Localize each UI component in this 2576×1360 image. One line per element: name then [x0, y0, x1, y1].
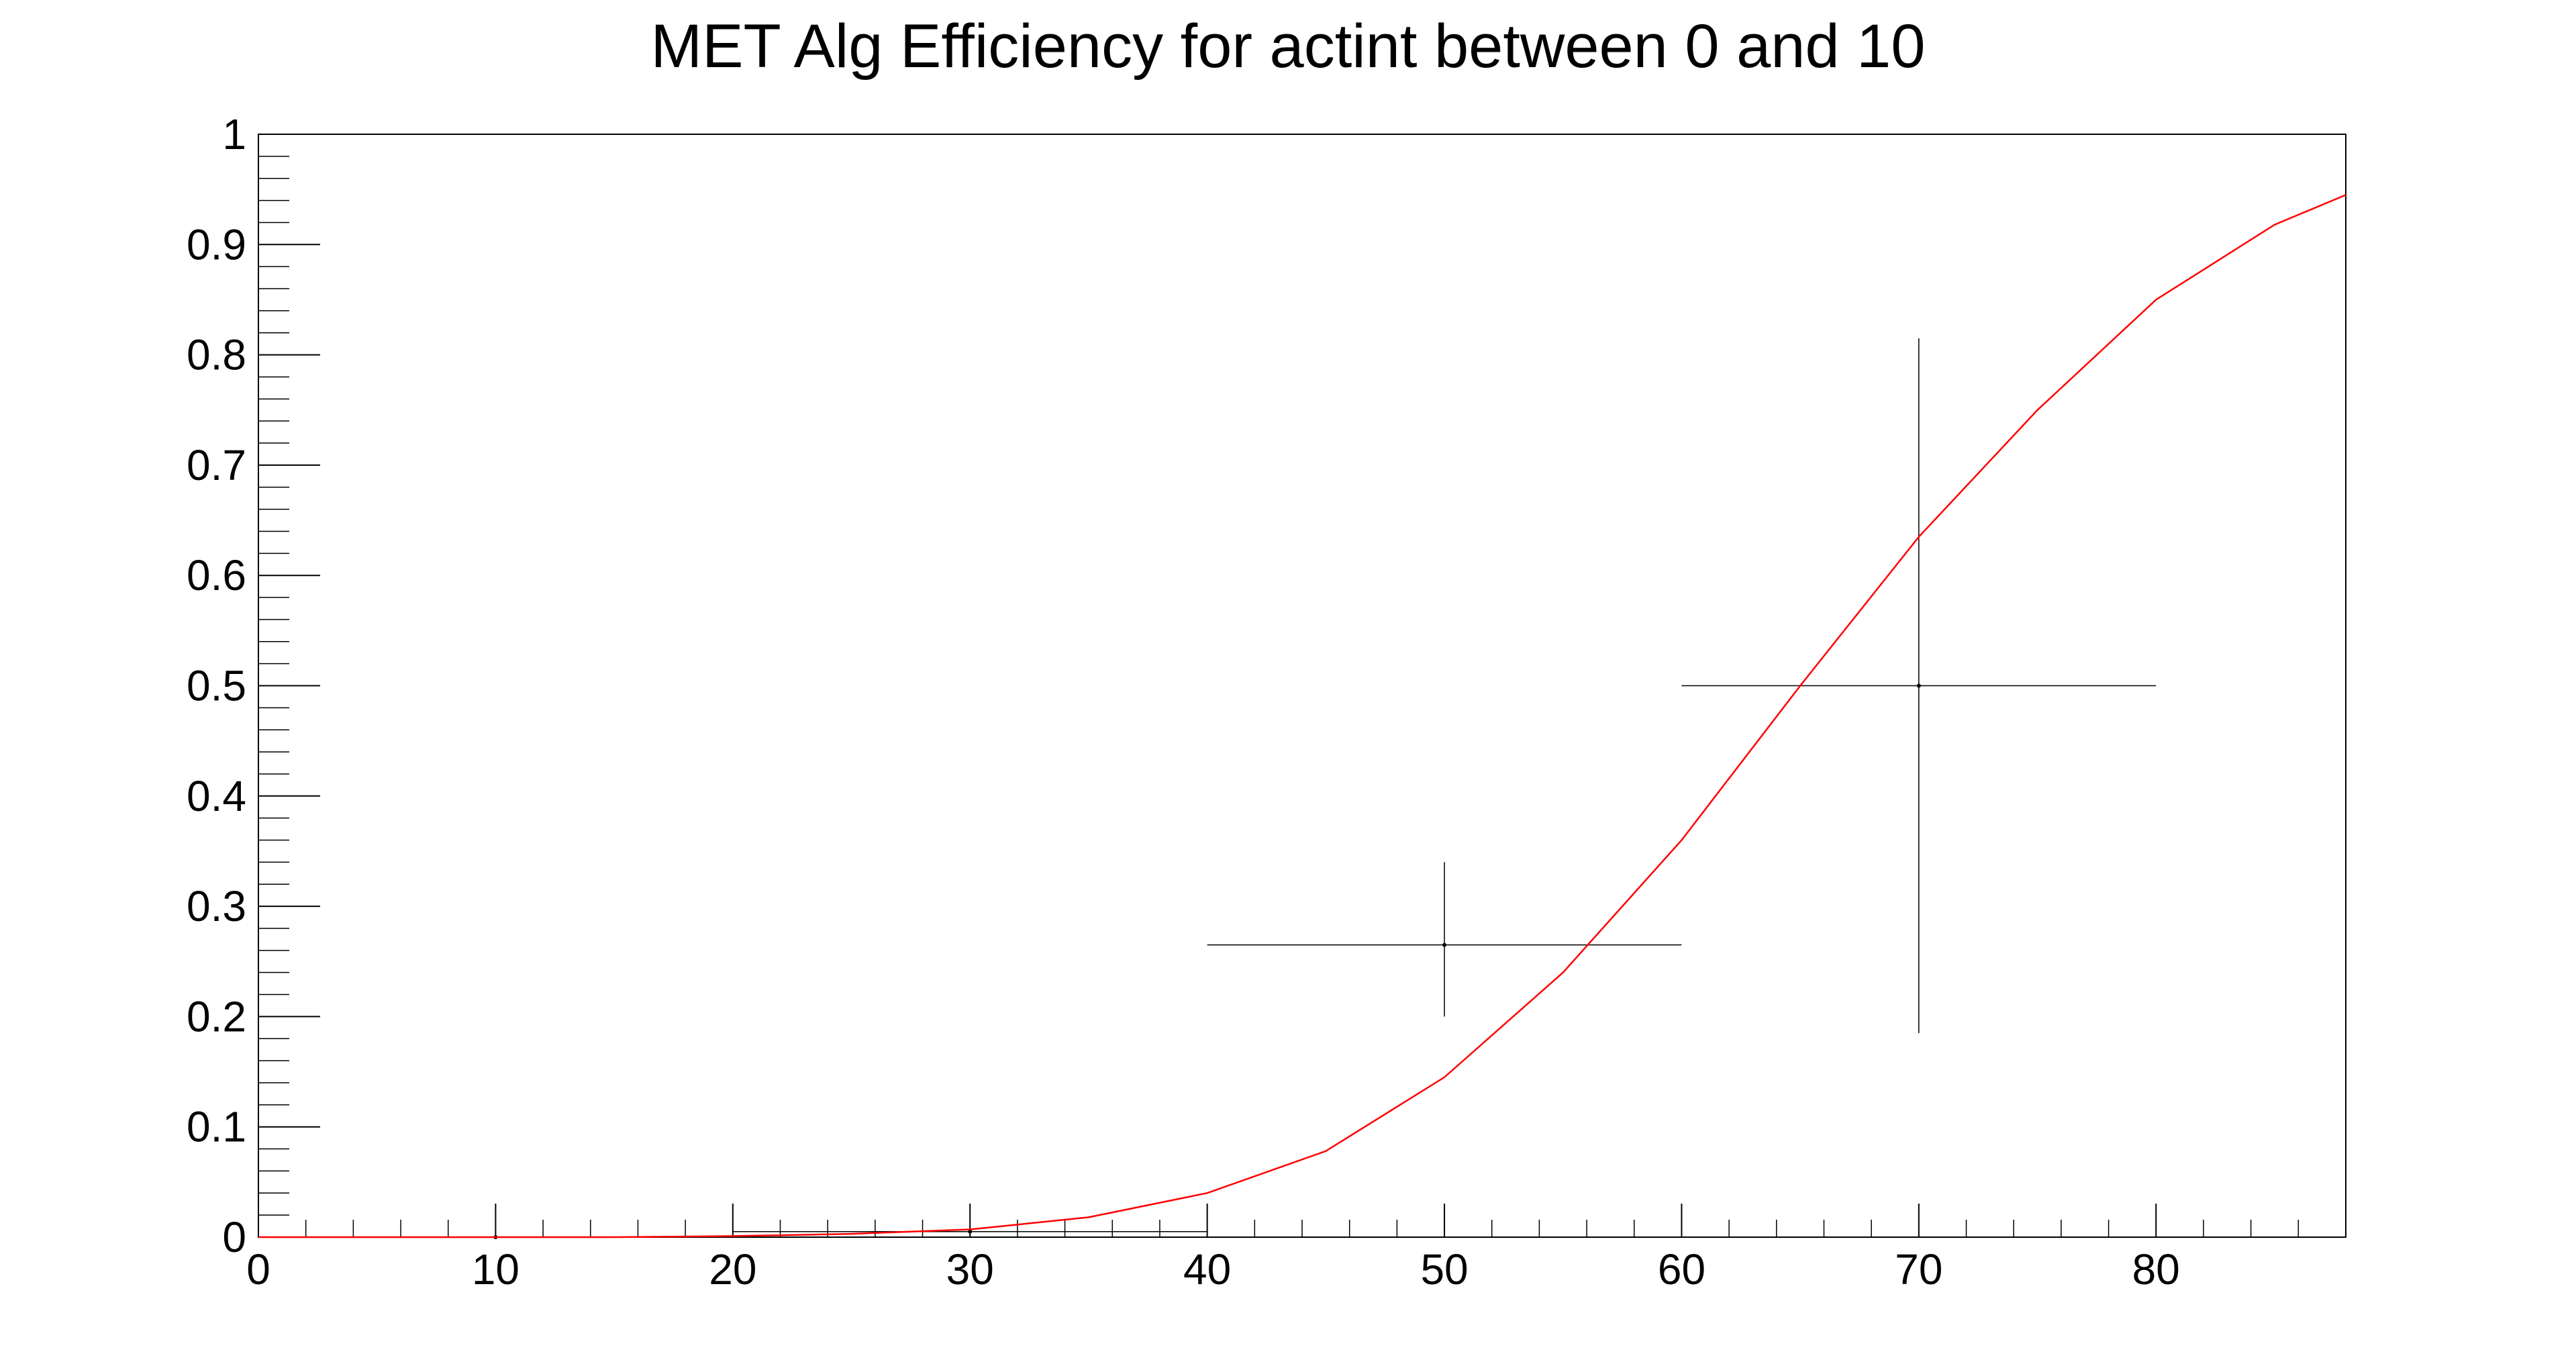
- y-tick-label: 0.6: [187, 551, 246, 599]
- y-tick-label: 0.4: [187, 772, 246, 820]
- x-axis: 0 10 20 30 40 50 60 70 80: [246, 1204, 2346, 1294]
- data-point: [1207, 862, 1682, 1017]
- y-tick-label: 0.9: [187, 220, 246, 269]
- x-tick-label: 70: [1895, 1245, 1942, 1294]
- x-tick-label: 0: [246, 1245, 270, 1294]
- data-points: [258, 338, 2157, 1239]
- y-tick-label: 0: [222, 1213, 246, 1261]
- x-tick-label: 60: [1658, 1245, 1705, 1294]
- y-tick-label: 0.7: [187, 441, 246, 489]
- x-tick-label: 80: [2132, 1245, 2180, 1294]
- fit-curve-layer: [258, 194, 2346, 1238]
- data-point: [732, 1226, 1207, 1236]
- data-point: [1681, 338, 2157, 1034]
- data-marker: [1916, 683, 1921, 688]
- y-tick-label: 0.2: [187, 992, 246, 1040]
- x-tick-label: 50: [1420, 1245, 1468, 1294]
- data-marker: [968, 1229, 973, 1234]
- data-marker: [1442, 942, 1447, 947]
- chart-title: MET Alg Efficiency for actint between 0 …: [650, 12, 1925, 81]
- x-tick-label: 40: [1183, 1245, 1231, 1294]
- x-tick-label: 10: [472, 1245, 519, 1294]
- y-tick-label: 0.3: [187, 882, 246, 930]
- y-tick-label: 0.8: [187, 331, 246, 379]
- y-axis: 0 0.1 0.2 0.3 0.4 0.5 0.6 0.7 0.8 0.9 1: [187, 110, 320, 1261]
- x-tick-label: 30: [946, 1245, 994, 1294]
- y-tick-label: 1: [222, 110, 246, 158]
- x-tick-label: 20: [709, 1245, 756, 1294]
- y-tick-label: 0.5: [187, 662, 246, 710]
- y-tick-label: 0.1: [187, 1103, 246, 1151]
- fit-curve: [258, 194, 2346, 1238]
